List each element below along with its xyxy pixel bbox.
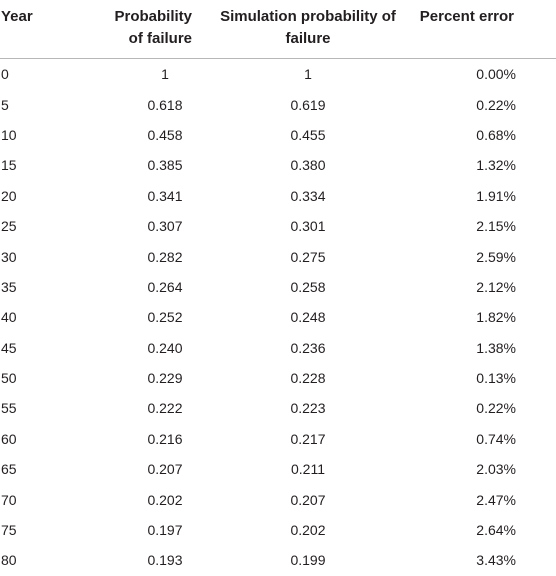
cell-percent-error: 1.82% — [476, 309, 516, 326]
cell-percent-error: 2.47% — [476, 491, 516, 508]
cell-percent-error: 0.22% — [476, 96, 516, 113]
header-simulation-line1: Simulation probability of — [220, 8, 396, 25]
header-row: Year Probability of failure Simulation p… — [0, 0, 556, 59]
table-row: 60 0.216 0.217 0.74% — [0, 424, 556, 454]
cell-simulation-probability: 0.228 — [290, 370, 326, 387]
cell-simulation-probability: 0.275 — [290, 248, 326, 265]
cell-year: 80 — [1, 552, 17, 569]
cell-probability-of-failure: 0.207 — [147, 461, 183, 478]
cell-year: 0 — [1, 66, 9, 83]
cell-probability-of-failure: 0.216 — [147, 430, 183, 447]
cell-simulation-probability: 0.199 — [290, 552, 326, 569]
cell-probability-of-failure: 0.252 — [147, 309, 183, 326]
table-row: 45 0.240 0.236 1.38% — [0, 333, 556, 363]
table-row: 65 0.207 0.211 2.03% — [0, 454, 556, 484]
cell-simulation-probability: 0.211 — [291, 461, 325, 478]
cell-probability-of-failure: 0.193 — [147, 552, 183, 569]
cell-year: 5 — [1, 96, 9, 113]
cell-percent-error: 0.68% — [476, 126, 516, 143]
cell-year: 70 — [1, 491, 17, 508]
cell-year: 55 — [1, 400, 17, 417]
cell-year: 35 — [1, 278, 17, 295]
table-body: 0 1 1 0.00% 5 0.618 0.619 0.22% 10 0.458 0.455 0.68… — [0, 59, 556, 576]
cell-percent-error: 1.32% — [476, 157, 516, 174]
table-row: 30 0.282 0.275 2.59% — [0, 241, 556, 271]
cell-percent-error: 0.13% — [476, 370, 516, 387]
cell-year: 60 — [1, 430, 17, 447]
cell-year: 30 — [1, 248, 17, 265]
table-row: 25 0.307 0.301 2.15% — [0, 211, 556, 241]
cell-year: 45 — [1, 339, 17, 356]
cell-percent-error: 1.91% — [476, 187, 516, 204]
cell-percent-error: 3.43% — [476, 552, 516, 569]
header-probability-of-failure: Probability of failure — [88, 0, 204, 59]
cell-probability-of-failure: 0.197 — [147, 522, 183, 539]
cell-percent-error: 2.15% — [476, 218, 516, 235]
table-row: 50 0.229 0.228 0.13% — [0, 363, 556, 393]
cell-percent-error: 0.00% — [476, 66, 516, 83]
cell-probability-of-failure: 0.341 — [147, 187, 183, 204]
cell-probability-of-failure: 0.618 — [147, 96, 183, 113]
header-percent-error: Percent error — [412, 0, 556, 59]
table-row: 75 0.197 0.202 2.64% — [0, 515, 556, 545]
cell-year: 65 — [1, 461, 17, 478]
cell-simulation-probability: 0.380 — [290, 157, 326, 174]
cell-simulation-probability: 0.334 — [290, 187, 326, 204]
cell-percent-error: 2.12% — [476, 278, 516, 295]
table-row: 35 0.264 0.258 2.12% — [0, 272, 556, 302]
cell-year: 40 — [1, 309, 17, 326]
table-header: Year Probability of failure Simulation p… — [0, 0, 556, 59]
cell-percent-error: 0.74% — [476, 430, 516, 447]
cell-simulation-probability: 0.455 — [290, 126, 326, 143]
table-row: 0 1 1 0.00% — [0, 59, 556, 90]
cell-simulation-probability: 0.248 — [290, 309, 326, 326]
cell-percent-error: 1.38% — [476, 339, 516, 356]
cell-probability-of-failure: 0.229 — [147, 370, 183, 387]
table-row: 55 0.222 0.223 0.22% — [0, 393, 556, 423]
cell-probability-of-failure: 0.385 — [147, 157, 183, 174]
cell-simulation-probability: 0.236 — [290, 339, 326, 356]
cell-probability-of-failure: 1 — [161, 66, 169, 83]
table-row: 20 0.341 0.334 1.91% — [0, 181, 556, 211]
cell-year: 50 — [1, 370, 17, 387]
cell-probability-of-failure: 0.264 — [147, 278, 183, 295]
cell-year: 25 — [1, 218, 17, 235]
cell-probability-of-failure: 0.458 — [147, 126, 183, 143]
header-probability-line1: Probability — [114, 8, 192, 25]
cell-percent-error: 2.59% — [476, 248, 516, 265]
cell-simulation-probability: 0.207 — [290, 491, 326, 508]
table-row: 70 0.202 0.207 2.47% — [0, 484, 556, 514]
cell-probability-of-failure: 0.307 — [147, 218, 183, 235]
cell-simulation-probability: 0.258 — [290, 278, 326, 295]
cell-year: 75 — [1, 522, 17, 539]
cell-simulation-probability: 0.202 — [290, 522, 326, 539]
table-row: 5 0.618 0.619 0.22% — [0, 89, 556, 119]
cell-probability-of-failure: 0.222 — [147, 400, 183, 417]
cell-percent-error: 2.03% — [476, 461, 516, 478]
cell-simulation-probability: 0.619 — [290, 96, 326, 113]
header-simulation-probability: Simulation probability of failure — [204, 0, 412, 59]
cell-year: 20 — [1, 187, 17, 204]
cell-simulation-probability: 0.217 — [290, 430, 326, 447]
table-row: 10 0.458 0.455 0.68% — [0, 120, 556, 150]
cell-probability-of-failure: 0.282 — [147, 248, 183, 265]
header-simulation-line2: failure — [285, 30, 331, 47]
table-row: 15 0.385 0.380 1.32% — [0, 150, 556, 180]
cell-simulation-probability: 0.223 — [290, 400, 326, 417]
header-probability-line2: of failure — [128, 30, 192, 47]
cell-year: 15 — [1, 157, 17, 174]
header-year: Year — [0, 0, 88, 59]
cell-simulation-probability: 0.301 — [290, 218, 326, 235]
cell-percent-error: 0.22% — [476, 400, 516, 417]
cell-percent-error: 2.64% — [476, 522, 516, 539]
cell-probability-of-failure: 0.202 — [147, 491, 183, 508]
table-row: 80 0.193 0.199 3.43% — [0, 545, 556, 575]
cell-simulation-probability: 1 — [304, 66, 312, 83]
cell-probability-of-failure: 0.240 — [147, 339, 183, 356]
table-row: 40 0.252 0.248 1.82% — [0, 302, 556, 332]
cell-year: 10 — [1, 126, 17, 143]
